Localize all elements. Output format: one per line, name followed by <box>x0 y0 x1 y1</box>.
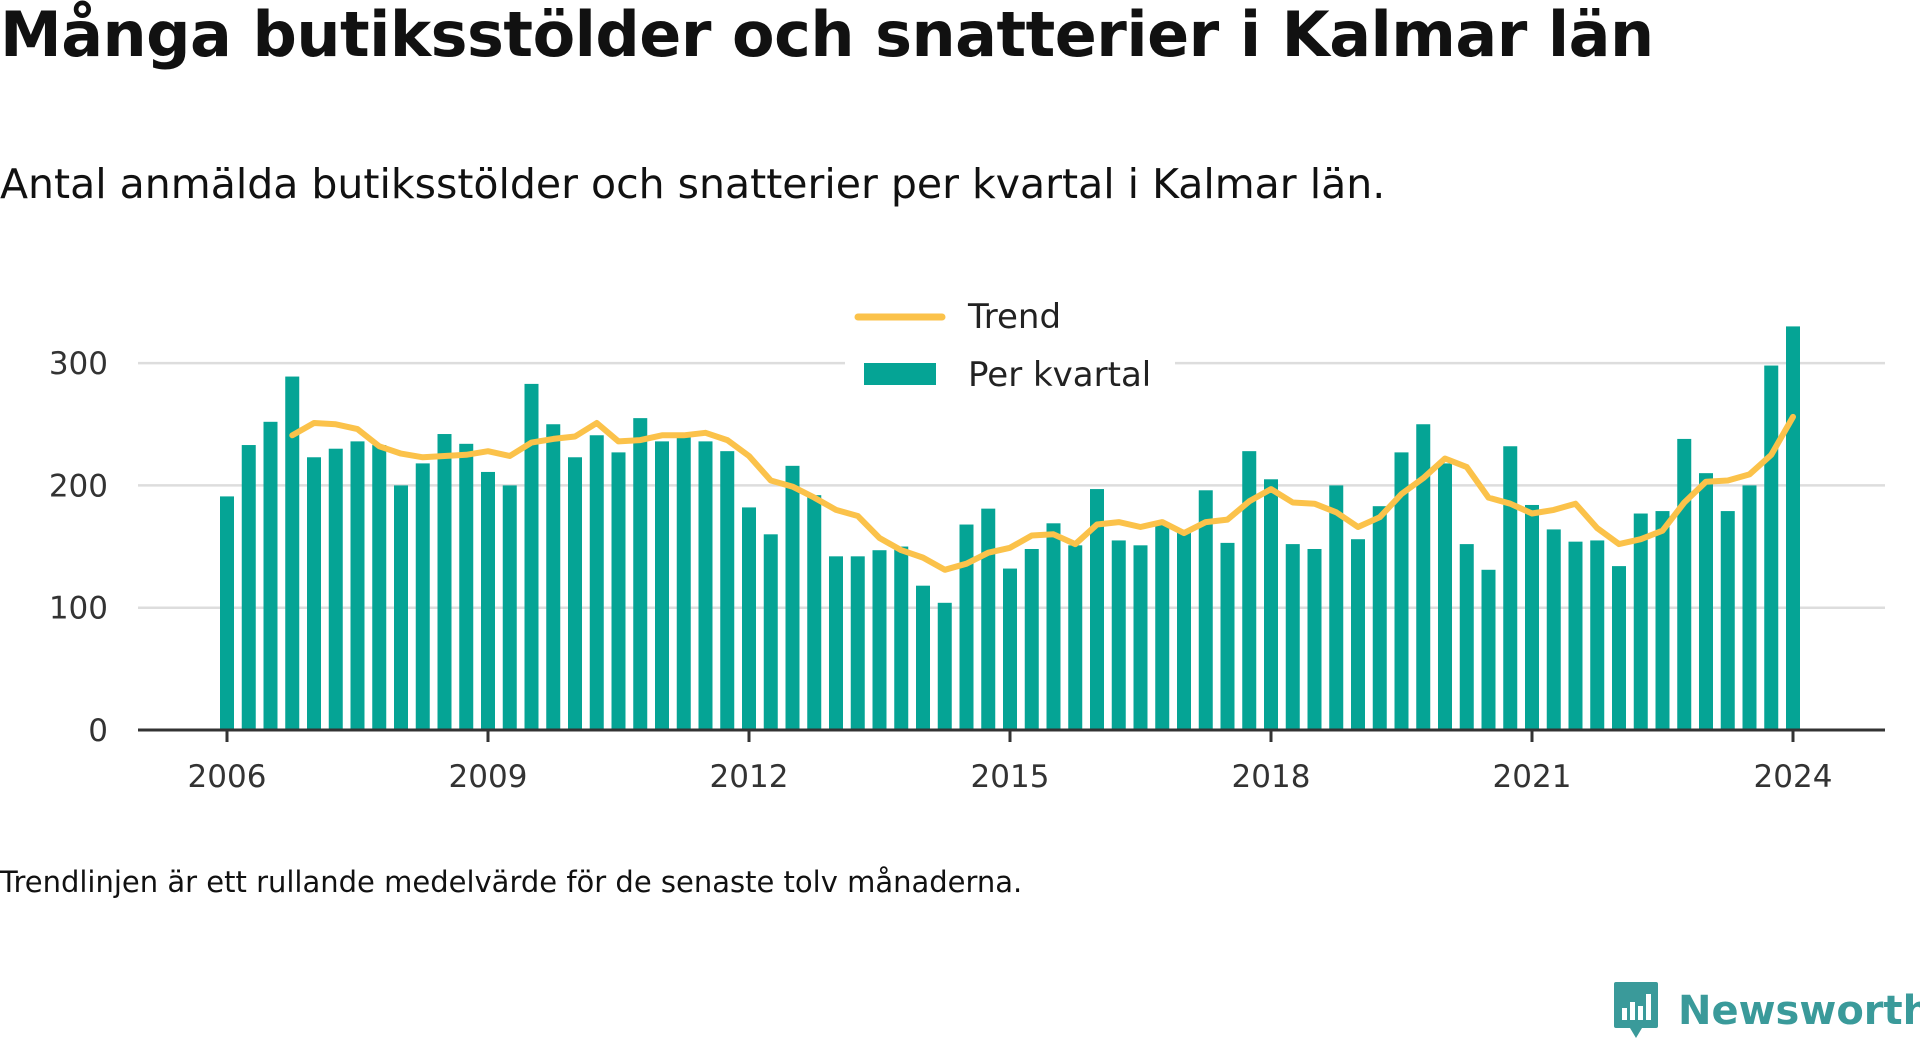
bar <box>1155 524 1170 730</box>
bar <box>1655 511 1670 730</box>
bar <box>1590 540 1605 730</box>
bar <box>807 495 822 730</box>
bar <box>1111 540 1126 730</box>
bar <box>1459 544 1474 730</box>
chart-title: Många butiksstölder och snatterier i Kal… <box>0 0 1654 71</box>
bar <box>546 424 561 730</box>
bar <box>742 507 756 730</box>
bar <box>698 441 713 730</box>
bar <box>459 443 474 730</box>
bar <box>1699 473 1713 730</box>
bar <box>872 550 887 730</box>
bar <box>285 376 300 730</box>
bar <box>1177 530 1191 730</box>
legend: Trend Per kvartal <box>845 280 1175 395</box>
bar <box>1612 566 1626 730</box>
bar <box>1351 539 1365 730</box>
bar <box>720 451 735 730</box>
bar <box>611 452 626 730</box>
bar <box>1416 424 1431 730</box>
x-tick-label: 2021 <box>1493 759 1572 795</box>
bar <box>1264 479 1278 730</box>
bar <box>1394 452 1409 730</box>
bar <box>1285 544 1300 730</box>
x-tick-label: 2024 <box>1754 759 1833 795</box>
bar <box>328 448 343 730</box>
chart: 0 100 200 300 2006 2009 2012 2015 2018 2021 2024 T… <box>49 280 1885 795</box>
bar <box>981 508 996 730</box>
bar <box>394 485 408 730</box>
newsworthy-logo-icon <box>1614 982 1658 1038</box>
bar <box>502 485 517 730</box>
bar <box>829 556 843 730</box>
bar <box>1372 506 1387 730</box>
bar <box>1307 548 1322 730</box>
bar <box>1003 568 1017 730</box>
bar <box>785 465 800 730</box>
x-tick-label: 2009 <box>449 759 528 795</box>
bar-series <box>220 326 1800 730</box>
bar <box>1133 545 1148 730</box>
bar <box>307 457 321 730</box>
x-tick-label: 2018 <box>1232 759 1311 795</box>
y-tick-label: 100 <box>49 591 108 627</box>
bar <box>220 496 234 730</box>
bar <box>1525 504 1539 730</box>
bar <box>263 421 278 730</box>
bar <box>415 463 430 730</box>
x-tick-label: 2015 <box>971 759 1050 795</box>
bar <box>1720 511 1735 730</box>
bar <box>655 441 669 730</box>
bar <box>633 418 648 730</box>
trend-line <box>289 413 1796 573</box>
bar <box>1764 365 1779 730</box>
bar <box>1220 542 1235 730</box>
legend-bars-swatch <box>864 363 936 385</box>
trend-series <box>289 413 1796 573</box>
footnote: Trendlinjen är ett rullande medelvärde f… <box>0 865 1023 899</box>
bar <box>763 534 778 730</box>
chart-subtitle: Antal anmälda butiksstölder och snatteri… <box>0 160 1386 208</box>
bar <box>916 585 930 730</box>
x-tick-label: 2012 <box>710 759 789 795</box>
bar <box>437 434 452 730</box>
bar <box>1633 513 1648 730</box>
bar <box>350 441 365 730</box>
y-tick-label: 200 <box>49 468 108 504</box>
bar <box>1677 438 1692 730</box>
bar <box>1242 451 1257 730</box>
bar <box>959 524 974 730</box>
bar <box>481 471 495 730</box>
bar <box>241 445 256 730</box>
bar <box>1568 541 1583 730</box>
bar <box>1068 545 1083 730</box>
brand-logo: Newsworthy <box>1612 980 1920 1042</box>
bar <box>589 435 604 730</box>
bar <box>894 546 909 730</box>
y-tick-label: 0 <box>88 713 108 749</box>
bar <box>937 602 952 730</box>
bar <box>1024 548 1039 730</box>
bar <box>850 556 865 730</box>
x-tick-label: 2006 <box>188 759 267 795</box>
bar <box>1481 569 1496 730</box>
bar <box>1546 529 1561 730</box>
bar <box>1786 326 1800 730</box>
brand-name: Newsworthy <box>1678 988 1920 1034</box>
bar <box>1329 485 1344 730</box>
axes: 0 100 200 300 2006 2009 2012 2015 2018 2021 2024 <box>49 346 1885 795</box>
bar <box>524 383 539 730</box>
bar <box>1090 489 1104 730</box>
bar <box>1438 463 1452 730</box>
bar <box>372 445 387 730</box>
bar <box>1198 490 1213 730</box>
bar <box>1742 485 1757 730</box>
bar <box>1503 446 1518 730</box>
bar <box>1046 523 1061 730</box>
y-tick-label: 300 <box>49 346 108 382</box>
bar <box>568 457 582 730</box>
bar <box>676 436 691 730</box>
legend-trend-label: Trend <box>967 297 1061 337</box>
legend-bars-label: Per kvartal <box>968 355 1151 395</box>
